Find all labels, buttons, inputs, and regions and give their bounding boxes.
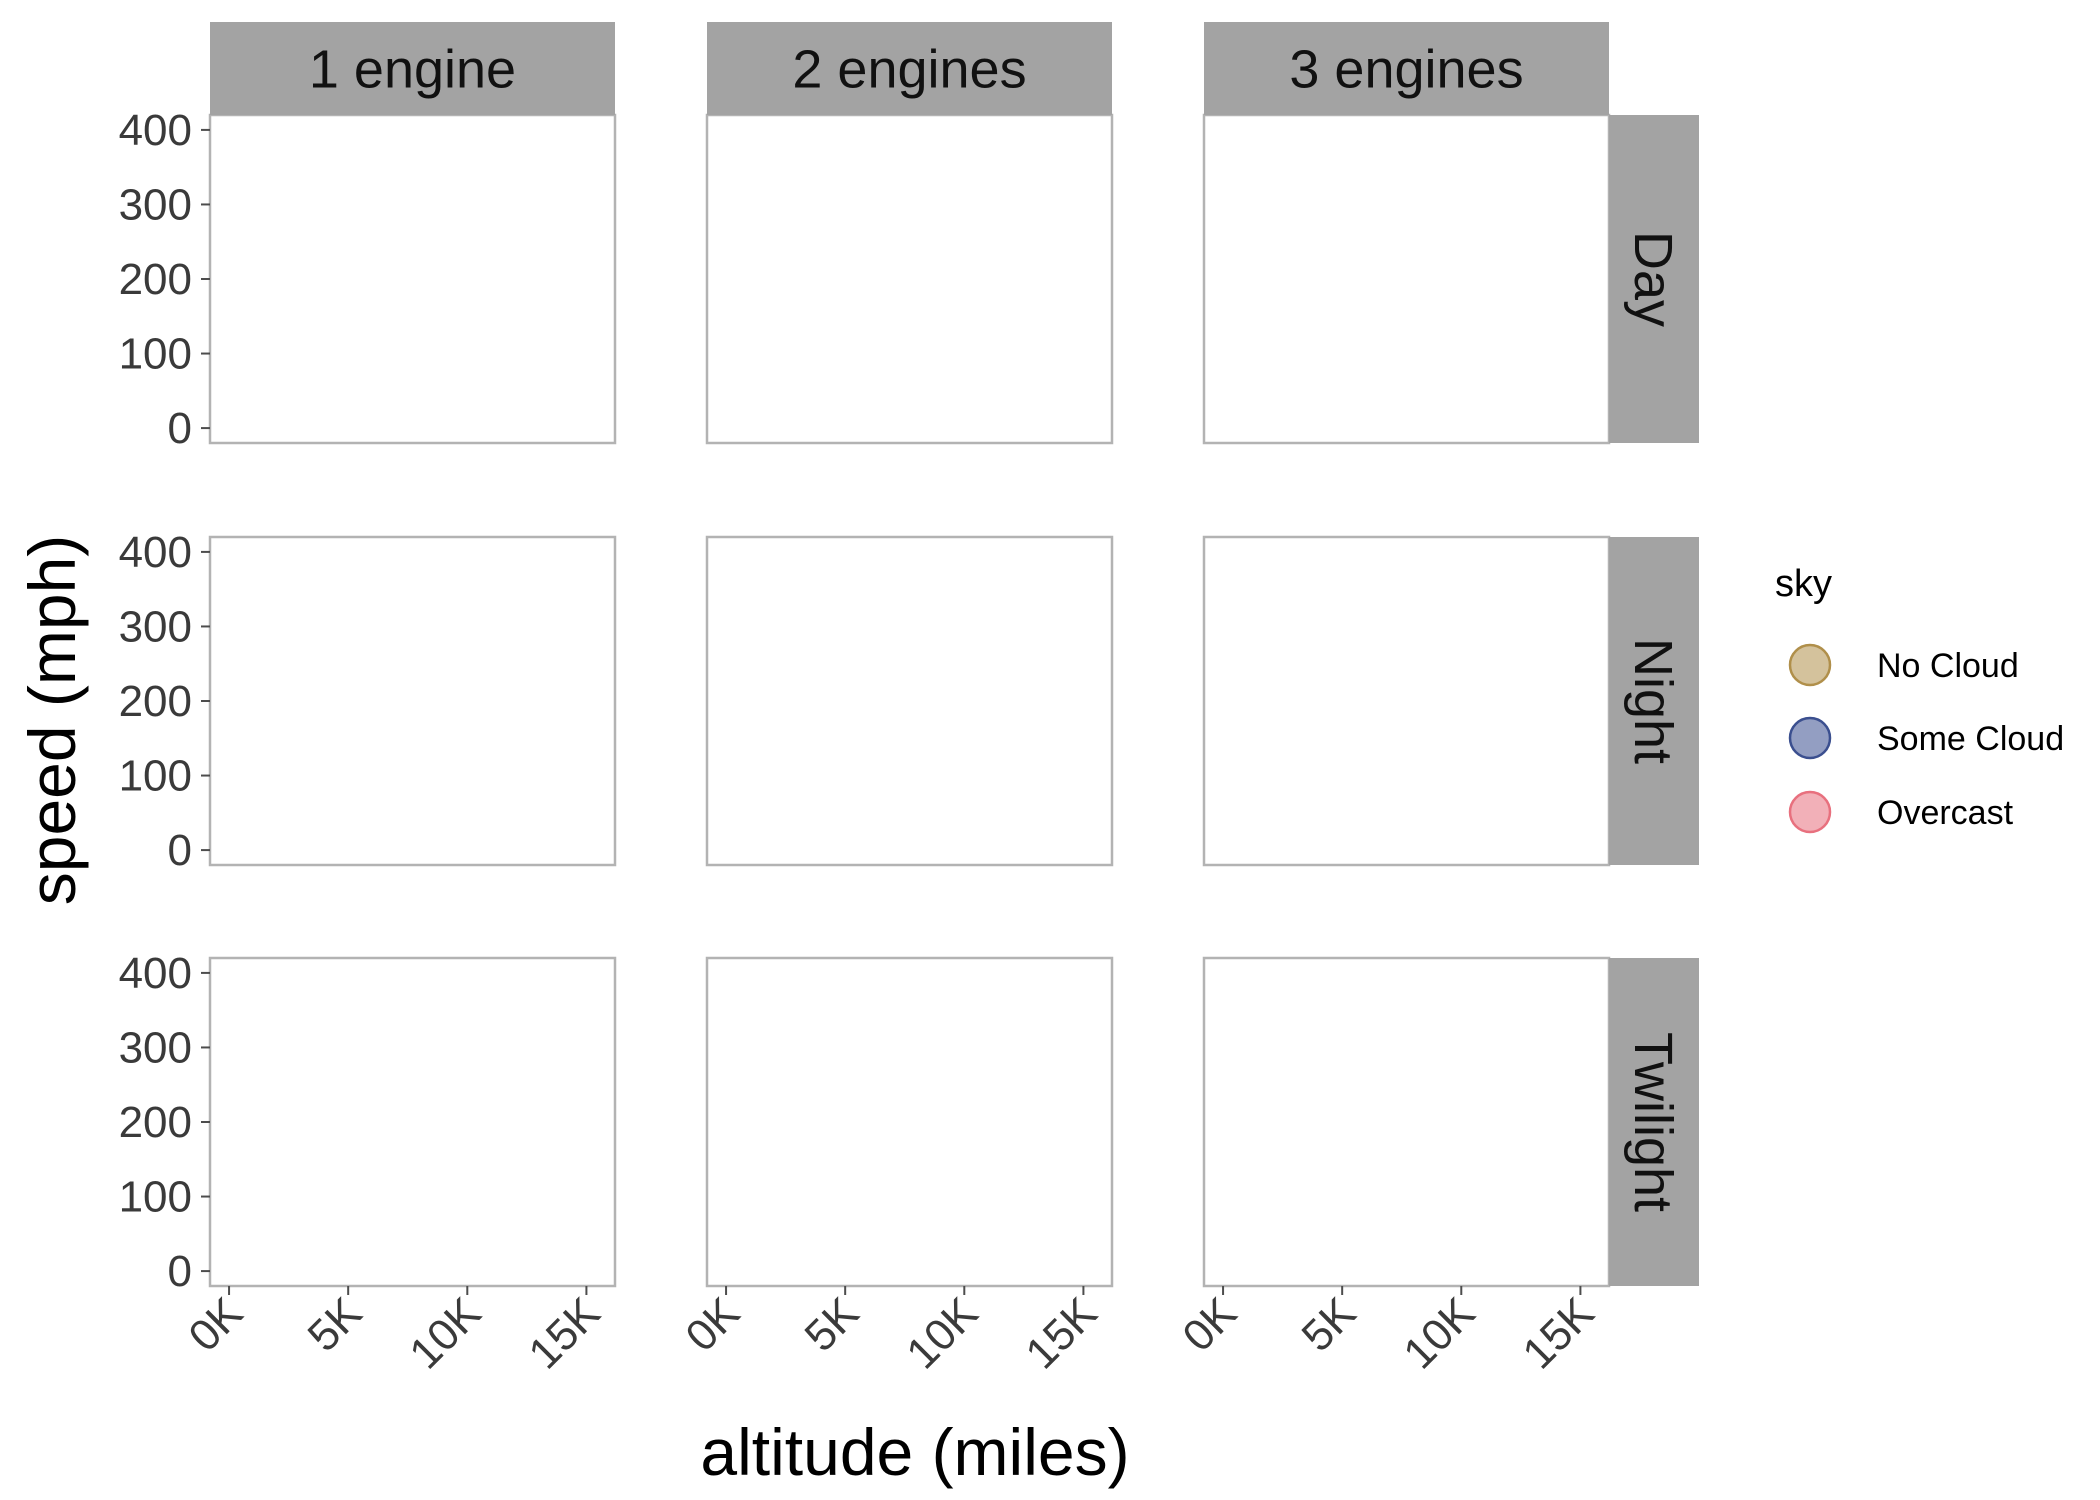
panel-border: [705, 113, 1114, 445]
column-strip-3-engines: [1204, 22, 1609, 115]
panel-border: [705, 956, 1114, 1288]
row-strip-day: [1609, 115, 1699, 443]
x-tick-label: 0K: [179, 1288, 252, 1361]
panel-border: [208, 956, 617, 1288]
y-tick-label: 400: [119, 949, 192, 998]
panel-border: [208, 113, 617, 445]
panel-border: [1202, 956, 1611, 1288]
y-tick-label: 0: [168, 826, 192, 875]
legend: sky No Cloud Some Cloud Overcast: [1775, 563, 2064, 834]
column-strip-2-engines: [707, 22, 1112, 115]
panel-border: [705, 535, 1114, 867]
legend-key-overcast: [1788, 790, 1832, 834]
y-axis-title: speed (mph): [15, 535, 89, 906]
x-tick-label: 15K: [519, 1288, 609, 1378]
y-tick-label: 200: [119, 255, 192, 304]
legend-key-no-cloud: [1788, 643, 1832, 687]
column-strip-label: 2 engines: [792, 40, 1026, 100]
legend-label-some-cloud: Some Cloud: [1877, 720, 2064, 758]
y-tick-label: 400: [119, 106, 192, 155]
panel-day-3-engines: [1202, 113, 1611, 445]
column-strip-label: 1 engine: [309, 40, 516, 100]
legend-title: sky: [1775, 563, 1832, 605]
x-tick-label: 0K: [676, 1288, 749, 1361]
panel-border: [1202, 535, 1611, 867]
legend-item-overcast: Overcast: [1788, 790, 2014, 834]
x-tick-label: 15K: [1513, 1288, 1603, 1378]
y-tick-label: 300: [119, 1023, 192, 1072]
y-tick-label: 400: [119, 528, 192, 577]
legend-key-some-cloud: [1788, 716, 1832, 760]
x-tick-label: 0K: [1173, 1288, 1246, 1361]
y-tick-label: 0: [168, 1247, 192, 1296]
y-tick-label: 0: [168, 404, 192, 453]
legend-item-no-cloud: No Cloud: [1788, 643, 2019, 687]
x-tick-label: 5K: [796, 1288, 869, 1361]
panel-twilight-1-engine: [208, 956, 617, 1288]
panel-border: [1202, 113, 1611, 445]
panel-night-2-engines: [705, 535, 1114, 867]
panel-day-1-engine: [208, 113, 617, 445]
y-tick-label: 100: [119, 1173, 192, 1222]
y-tick-label: 100: [119, 752, 192, 801]
panel-night-1-engine: [208, 535, 617, 867]
legend-label-no-cloud: No Cloud: [1877, 647, 2019, 685]
x-tick-label: 10K: [1394, 1288, 1484, 1378]
y-tick-label: 200: [119, 1098, 192, 1147]
facet-strips: 1 engine 2 engines 3 engines Day Night Twilig…: [210, 22, 1699, 1286]
x-tick-label: 15K: [1016, 1288, 1106, 1378]
panel-twilight-2-engines: [705, 956, 1114, 1288]
facet-panels: [208, 113, 1611, 1288]
x-tick-label: 10K: [897, 1288, 987, 1378]
x-axis-title: altitude (miles): [700, 1415, 1129, 1489]
row-strip-label: Night: [1623, 638, 1683, 764]
x-tick-label: 5K: [1293, 1288, 1366, 1361]
y-tick-label: 300: [119, 180, 192, 229]
y-tick-label: 300: [119, 602, 192, 651]
y-tick-label: 100: [119, 330, 192, 379]
row-strip-label: Twilight: [1623, 1032, 1683, 1212]
legend-label-overcast: Overcast: [1877, 794, 2014, 832]
panel-day-2-engines: [705, 113, 1114, 445]
x-tick-label: 10K: [400, 1288, 490, 1378]
row-strip-label: Day: [1623, 231, 1683, 327]
legend-item-some-cloud: Some Cloud: [1788, 716, 2064, 760]
column-strip-label: 3 engines: [1289, 40, 1523, 100]
x-tick-label: 5K: [299, 1288, 372, 1361]
panel-border: [208, 535, 617, 867]
row-strip-twilight: [1609, 958, 1699, 1286]
panel-twilight-3-engines: [1202, 956, 1611, 1288]
panel-night-3-engines: [1202, 535, 1611, 867]
column-strip-1-engine: [210, 22, 615, 115]
y-tick-label: 200: [119, 677, 192, 726]
row-strip-night: [1609, 537, 1699, 865]
